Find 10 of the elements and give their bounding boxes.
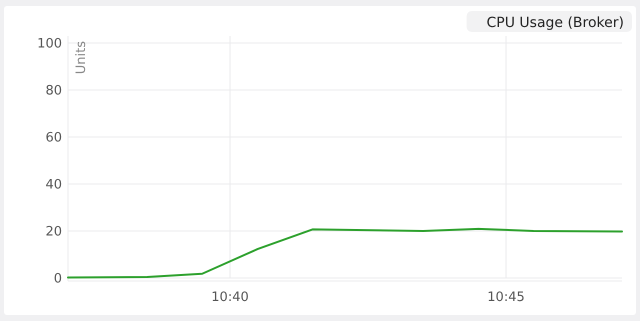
x-tick-label: 10:40	[211, 290, 249, 305]
chart-title: CPU Usage (Broker)	[486, 14, 624, 31]
y-tick-label: 20	[45, 224, 62, 240]
y-tick-label: 40	[45, 178, 62, 193]
y-tick-label: 100	[37, 36, 62, 52]
y-axis-title: Units	[74, 40, 89, 74]
x-tick-label: 10:45	[487, 290, 525, 305]
y-tick-label: 0	[54, 272, 62, 287]
y-tick-label: 60	[45, 130, 62, 146]
y-tick-label: 80	[45, 84, 62, 99]
